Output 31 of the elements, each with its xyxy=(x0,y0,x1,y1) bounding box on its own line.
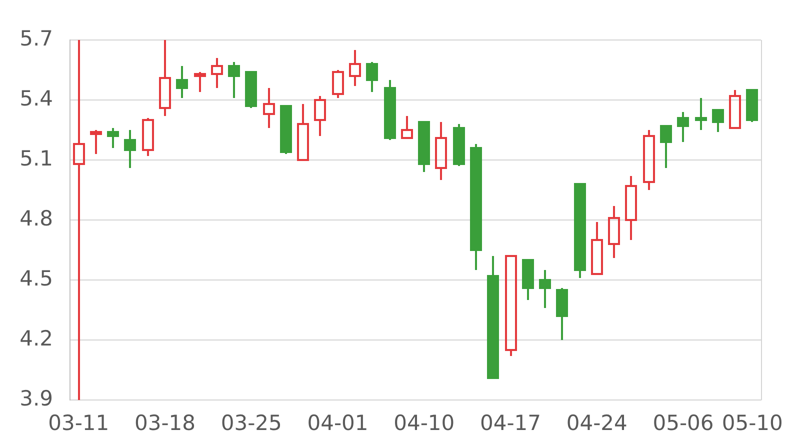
y-tick-label: 5.4 xyxy=(20,86,53,110)
x-tick-label: 05-10 xyxy=(722,411,783,436)
y-tick-label: 5.1 xyxy=(20,146,53,170)
x-tick-label: 04-01 xyxy=(307,411,368,436)
candlestick xyxy=(228,61,240,99)
y-tick-label: 4.8 xyxy=(20,206,53,230)
candlestick xyxy=(677,111,689,143)
x-tick-label: 04-24 xyxy=(566,411,628,436)
y-tick-label: 3.9 xyxy=(20,386,53,410)
y-tick-label: 4.2 xyxy=(20,326,53,350)
candlestick xyxy=(124,129,136,169)
candlestick xyxy=(695,97,707,131)
candlestick xyxy=(211,57,223,89)
candlestick xyxy=(176,65,188,99)
y-tick-label: 5.7 xyxy=(20,26,53,50)
candlestick xyxy=(366,61,378,93)
candlestick xyxy=(660,125,672,169)
candlestick xyxy=(73,40,85,400)
x-tick-label: 03-18 xyxy=(134,411,196,436)
x-tick-label: 04-10 xyxy=(394,411,455,436)
candlestick xyxy=(712,109,724,133)
x-tick-label: 05-06 xyxy=(652,411,714,436)
x-tick-label: 03-11 xyxy=(48,411,110,436)
candlestick xyxy=(401,115,413,139)
y-tick-label: 4.5 xyxy=(20,266,53,290)
candlestick xyxy=(194,71,206,93)
candlestick xyxy=(107,127,119,149)
candlestick xyxy=(90,129,102,155)
x-tick-label: 04-17 xyxy=(480,411,542,436)
candlestick xyxy=(539,269,551,309)
x-tick-label: 03-25 xyxy=(220,411,282,436)
